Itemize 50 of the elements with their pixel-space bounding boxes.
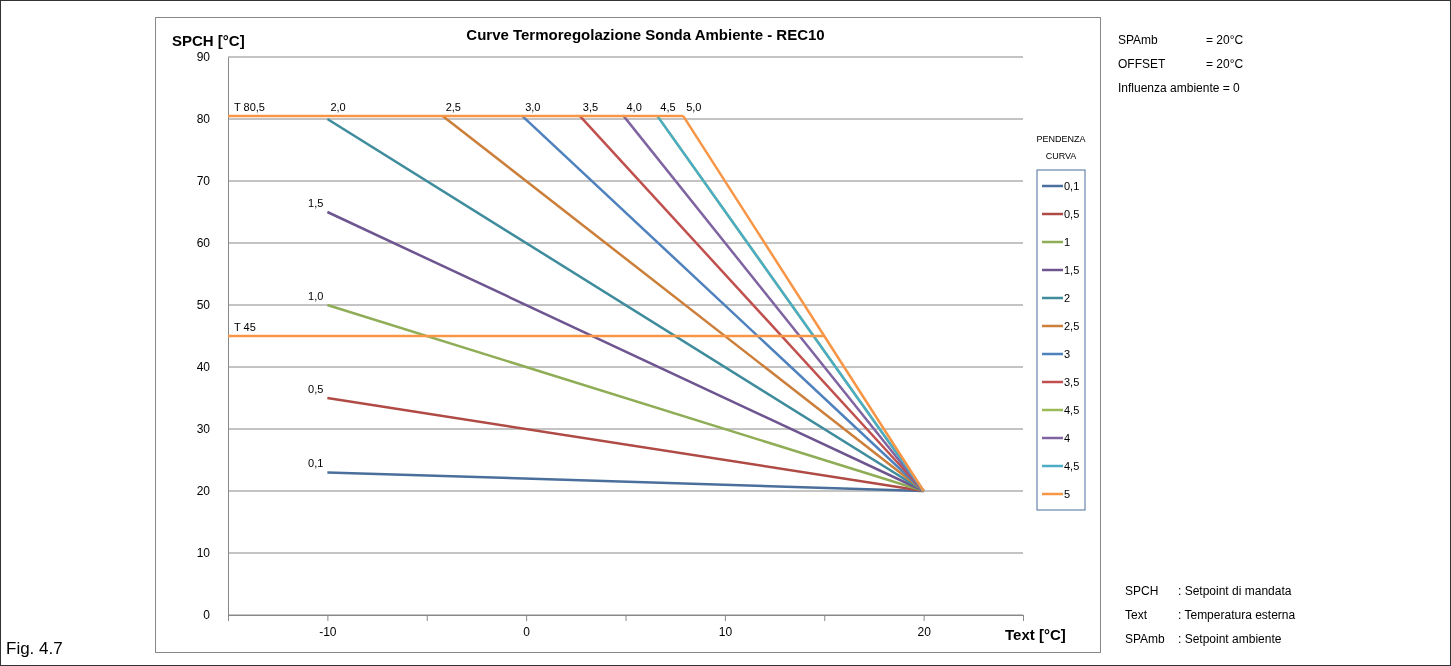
x-tick-label: 10 (718, 624, 733, 639)
legend-label: 4,5 (1064, 404, 1080, 416)
text: OFFSET = 20°C (1118, 57, 1244, 71)
x-tick-label: 20 (917, 624, 932, 639)
text: Text : Temperatura esterna (1125, 608, 1296, 622)
legend-label: 4,5 (1064, 460, 1080, 472)
annotation: T 80,5 (234, 100, 265, 113)
x-tick-label: -10 (319, 624, 337, 639)
annotation: 4,0 (626, 100, 642, 113)
annotation: 1,5 (308, 197, 324, 209)
legend-label: 1 (1064, 236, 1071, 248)
x-axis-title: Text [°C] (1005, 626, 1066, 643)
chart-title: Curve Termoregolazione Sonda Ambiente - REC10 (466, 26, 825, 43)
y-tick-label: 30 (196, 422, 211, 437)
legend-label: 2,5 (1064, 320, 1080, 332)
legend-label: 3 (1064, 348, 1071, 360)
legend-label: 4 (1064, 432, 1071, 444)
annotation: 2,0 (330, 100, 346, 113)
annotation: 0,5 (308, 383, 324, 395)
annotation: 1,0 (308, 290, 324, 302)
y-tick-label: 0 (203, 608, 211, 623)
annotation: 0,1 (308, 457, 324, 470)
y-axis-title: SPCH [°C] (172, 32, 245, 49)
text: SPCH : Setpoint di mandata (1125, 584, 1292, 598)
y-tick-label: 10 (196, 546, 211, 561)
legend-label: 2 (1064, 292, 1071, 304)
legend-label: 0,5 (1064, 208, 1080, 220)
annotation: 2,5 (445, 100, 461, 113)
text: SPAmb : Setpoint ambiente (1125, 632, 1282, 646)
y-tick-label: 50 (196, 298, 211, 313)
annotation: 3,5 (582, 100, 599, 113)
annotation: 5,0 (686, 100, 702, 113)
legend-label: 0,1 (1064, 180, 1080, 192)
y-tick-label: 70 (196, 174, 211, 189)
legend-title: PENDENZA CURVA (1036, 134, 1086, 161)
y-tick-label: 60 (196, 236, 211, 251)
y-tick-label: 90 (196, 50, 211, 65)
caption: Fig. 4.7 (6, 639, 63, 658)
x-tick-label: 0 (523, 624, 531, 639)
annotation: 4,5 (660, 100, 676, 113)
annotation: T 45 (234, 321, 256, 333)
y-tick-label: 40 (196, 360, 211, 375)
text: SPAmb = 20°C (1118, 33, 1244, 47)
legend-label: 5 (1064, 488, 1071, 500)
y-tick-label: 20 (196, 484, 211, 499)
legend-label: 1,5 (1064, 264, 1080, 276)
annotation: 3,0 (525, 100, 541, 113)
text: Influenza ambiente = 0 (1118, 81, 1241, 95)
y-tick-label: 80 (196, 112, 211, 127)
legend-label: 3,5 (1064, 376, 1080, 388)
